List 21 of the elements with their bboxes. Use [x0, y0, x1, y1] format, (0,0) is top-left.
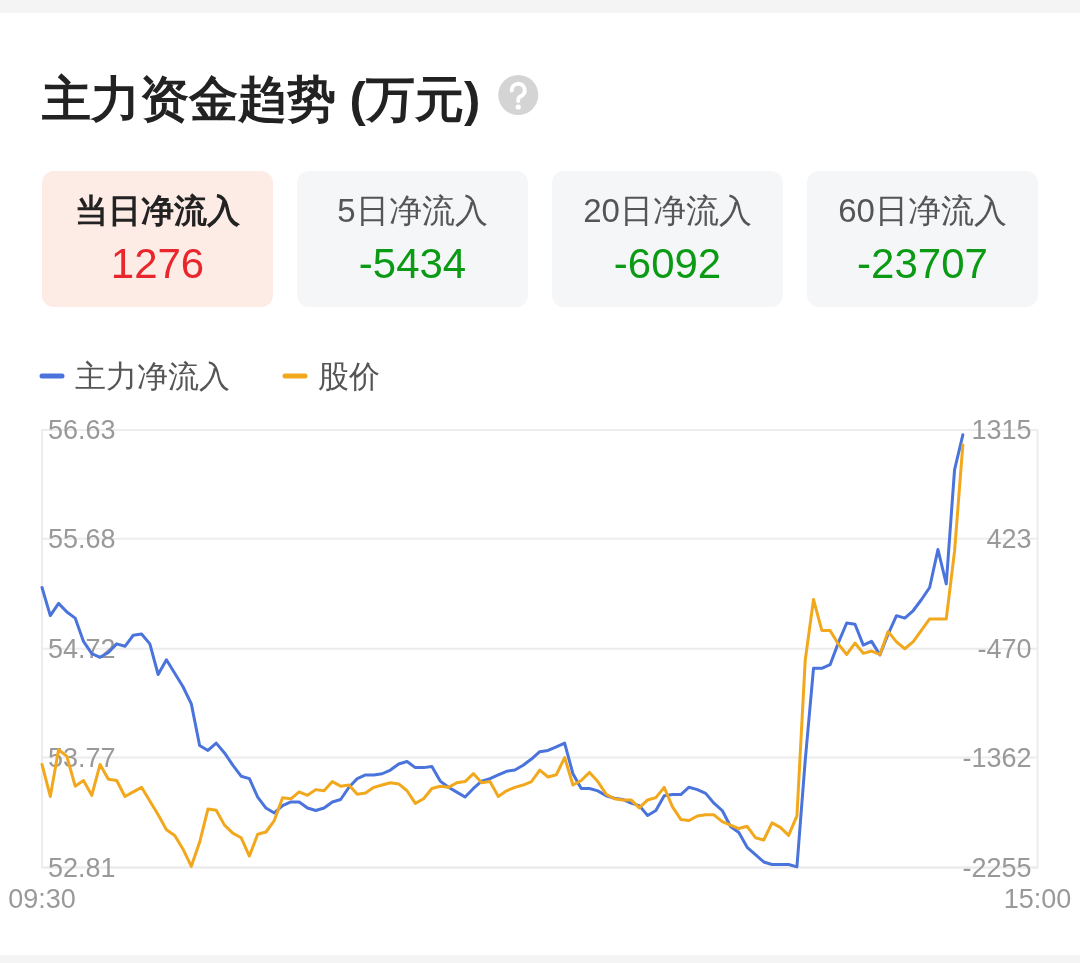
x-tick-label: 15:00: [1003, 884, 1072, 914]
data-label: 1276: [110, 240, 205, 287]
y-tick-label: 55.68: [48, 523, 116, 554]
data-label: -5434: [358, 240, 467, 287]
legend-label: 股价: [318, 358, 380, 394]
text: 主力资金趋势 (万元): [41, 72, 481, 126]
y2-tick-label: -2255: [962, 852, 1032, 883]
y2-tick-label: 1315: [971, 415, 1032, 445]
category-label: 当日净流入: [75, 192, 241, 229]
legend-label: 主力净流入: [75, 358, 230, 394]
category-label: 60日净流入: [838, 192, 1007, 229]
y2-tick-label: -470: [977, 633, 1032, 664]
data-label: -6092: [613, 240, 722, 287]
category-label: 20日净流入: [583, 192, 752, 229]
y-tick-label: 52.81: [48, 852, 116, 883]
x-tick-label: 09:30: [8, 884, 76, 914]
y-tick-label: 56.63: [48, 415, 116, 445]
y2-tick-label: 423: [986, 524, 1032, 555]
category-label: 5日净流入: [337, 192, 488, 229]
data-label: -23707: [857, 240, 988, 287]
y2-tick-label: -1362: [962, 743, 1032, 774]
